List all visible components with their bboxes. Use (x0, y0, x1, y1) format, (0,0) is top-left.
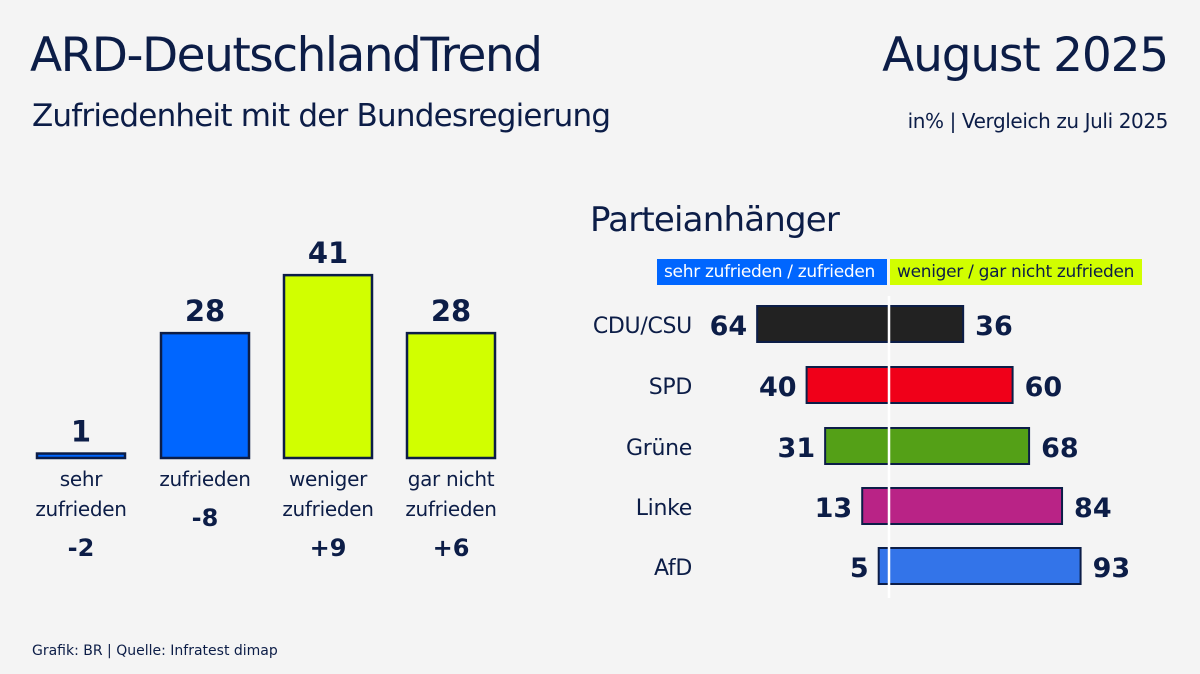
party-label: Linke (636, 496, 692, 521)
bar-2 (159, 331, 251, 460)
party-bar-1 (756, 305, 965, 343)
bar-value-label: 28 (431, 294, 471, 328)
category-label: weniger (289, 467, 368, 491)
legend-satisfied: sehr zufrieden / zufrieden (657, 259, 887, 285)
category-label: gar nicht (408, 467, 495, 491)
page-title: ARD-DeutschlandTrend (30, 28, 543, 83)
party-chart-title: Parteianhänger (590, 200, 840, 240)
category-label: zufrieden (282, 497, 373, 521)
satisfied-value-label: 40 (759, 372, 797, 403)
category-label: zufrieden (35, 497, 126, 521)
bar-4 (405, 331, 497, 460)
change-label: -2 (68, 534, 95, 562)
party-bar-5 (877, 547, 1082, 585)
unit-note: in% | Vergleich zu Juli 2025 (907, 109, 1169, 133)
bar-value-label: 1 (71, 415, 91, 449)
page-subtitle: Zufriedenheit mit der Bundesregierung (32, 98, 611, 134)
bar-value-label: 41 (308, 236, 348, 270)
dissatisfied-value-label: 84 (1074, 493, 1112, 524)
party-bar-3 (824, 427, 1031, 465)
bar-1 (35, 452, 127, 460)
party-bar-2 (805, 366, 1014, 404)
satisfied-value-label: 5 (850, 553, 869, 584)
survey-date: August 2025 (882, 28, 1169, 83)
party-label: AfD (654, 556, 692, 581)
category-label: zufrieden (405, 497, 496, 521)
source-footer: Grafik: BR | Quelle: Infratest dimap (32, 643, 278, 659)
dissatisfied-value-label: 60 (1025, 372, 1063, 403)
party-label: CDU/CSU (593, 314, 692, 339)
bar-3 (282, 273, 374, 460)
party-bar-4 (861, 487, 1064, 525)
dissatisfied-value-label: 68 (1041, 433, 1079, 464)
change-label: +6 (433, 534, 470, 562)
legend-dissatisfied: weniger / gar nicht zufrieden (890, 259, 1142, 285)
dissatisfied-value-label: 93 (1093, 553, 1131, 584)
satisfied-value-label: 31 (778, 433, 816, 464)
satisfied-value-label: 64 (710, 311, 748, 342)
party-label: SPD (649, 375, 692, 400)
bar-value-label: 28 (185, 294, 225, 328)
category-label: zufrieden (159, 467, 250, 491)
change-label: +9 (310, 534, 347, 562)
satisfied-value-label: 13 (815, 493, 853, 524)
change-label: -8 (192, 504, 219, 532)
party-label: Grüne (626, 436, 692, 461)
dissatisfied-value-label: 36 (975, 311, 1013, 342)
category-label: sehr (60, 467, 104, 491)
